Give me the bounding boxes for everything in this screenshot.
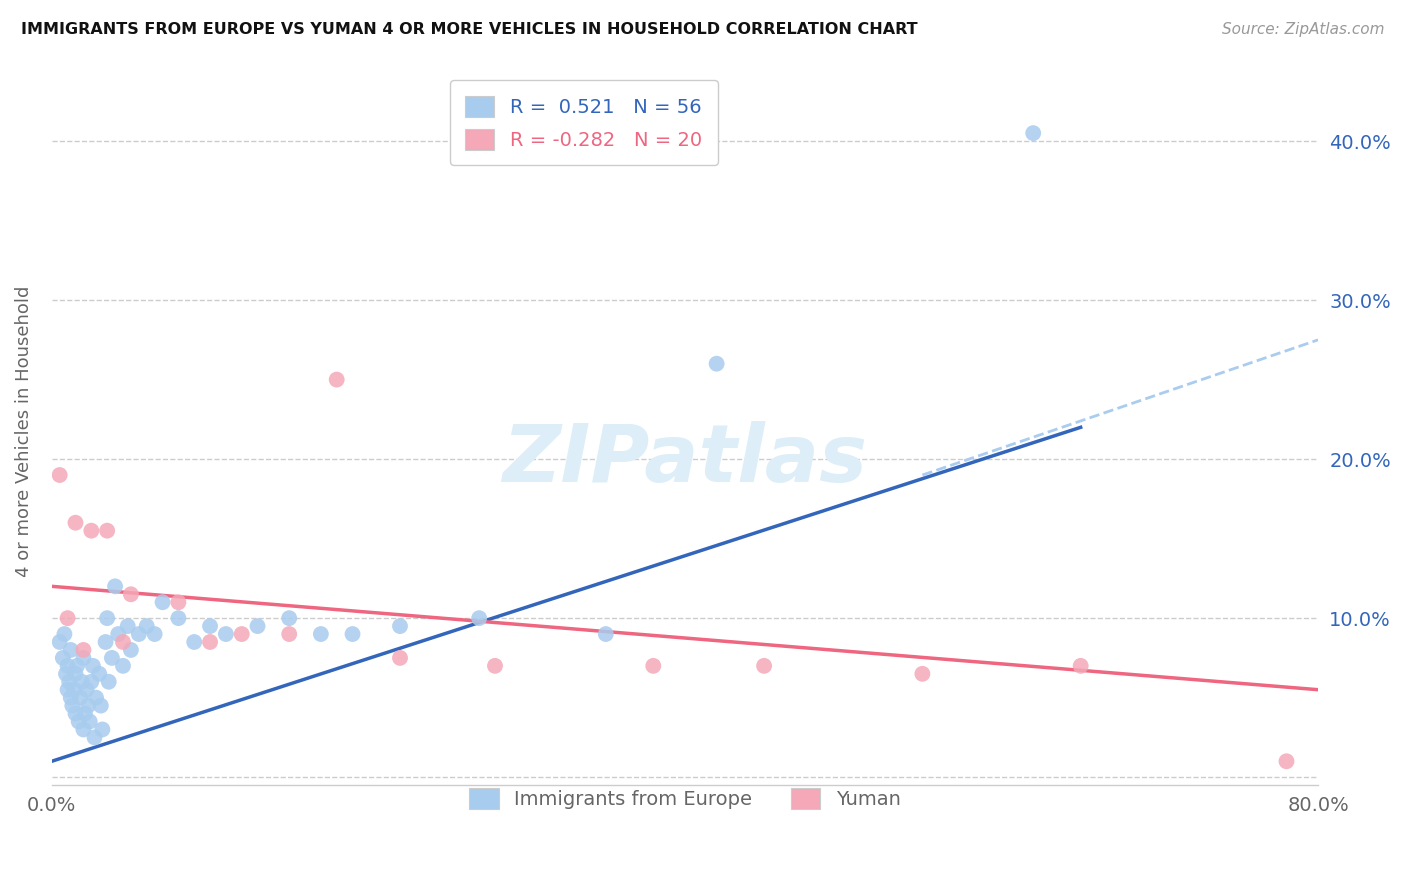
Y-axis label: 4 or more Vehicles in Household: 4 or more Vehicles in Household	[15, 285, 32, 577]
Point	[56, 658, 79, 673]
Point	[1070, 658, 1092, 673]
Point	[72, 651, 94, 665]
Point	[152, 595, 174, 609]
Point	[60, 698, 83, 713]
Point	[342, 627, 364, 641]
Point	[111, 635, 134, 649]
Point	[309, 627, 332, 641]
Point	[135, 619, 157, 633]
Point	[111, 658, 134, 673]
Point	[72, 643, 94, 657]
Point	[84, 690, 107, 705]
Point	[82, 658, 104, 673]
Point	[76, 682, 98, 697]
Point	[484, 658, 506, 673]
Point	[120, 643, 142, 657]
Point	[66, 658, 89, 673]
Point	[58, 674, 80, 689]
Point	[120, 587, 142, 601]
Point	[77, 698, 100, 713]
Legend: Immigrants from Europe, Yuman: Immigrants from Europe, Yuman	[454, 772, 917, 825]
Point	[706, 357, 728, 371]
Point	[59, 690, 82, 705]
Point	[83, 731, 105, 745]
Point	[70, 674, 93, 689]
Point	[53, 627, 76, 641]
Point	[73, 706, 96, 721]
Point	[97, 674, 120, 689]
Point	[231, 627, 253, 641]
Point	[65, 706, 87, 721]
Point	[63, 682, 86, 697]
Text: IMMIGRANTS FROM EUROPE VS YUMAN 4 OR MORE VEHICLES IN HOUSEHOLD CORRELATION CHAR: IMMIGRANTS FROM EUROPE VS YUMAN 4 OR MOR…	[21, 22, 918, 37]
Point	[48, 468, 70, 483]
Point	[468, 611, 491, 625]
Point	[183, 635, 205, 649]
Point	[246, 619, 269, 633]
Text: Source: ZipAtlas.com: Source: ZipAtlas.com	[1222, 22, 1385, 37]
Point	[128, 627, 150, 641]
Point	[48, 635, 70, 649]
Point	[59, 643, 82, 657]
Point	[67, 714, 90, 729]
Point	[80, 524, 103, 538]
Point	[1275, 754, 1298, 768]
Point	[65, 516, 87, 530]
Point	[167, 595, 190, 609]
Point	[72, 723, 94, 737]
Point	[388, 619, 411, 633]
Point	[55, 666, 77, 681]
Point	[325, 373, 347, 387]
Point	[56, 611, 79, 625]
Point	[56, 682, 79, 697]
Point	[104, 579, 127, 593]
Point	[79, 714, 101, 729]
Point	[752, 658, 775, 673]
Point	[69, 690, 91, 705]
Point	[91, 723, 114, 737]
Point	[911, 666, 934, 681]
Point	[143, 627, 166, 641]
Point	[96, 611, 118, 625]
Point	[107, 627, 129, 641]
Point	[278, 611, 301, 625]
Point	[65, 666, 87, 681]
Point	[94, 635, 117, 649]
Point	[278, 627, 301, 641]
Point	[96, 524, 118, 538]
Point	[643, 658, 665, 673]
Point	[388, 651, 411, 665]
Point	[198, 619, 221, 633]
Point	[52, 651, 75, 665]
Point	[167, 611, 190, 625]
Point	[89, 666, 111, 681]
Point	[215, 627, 238, 641]
Point	[80, 674, 103, 689]
Point	[198, 635, 221, 649]
Point	[1022, 126, 1045, 140]
Point	[595, 627, 617, 641]
Point	[101, 651, 124, 665]
Point	[117, 619, 139, 633]
Point	[90, 698, 112, 713]
Text: ZIPatlas: ZIPatlas	[502, 421, 868, 499]
